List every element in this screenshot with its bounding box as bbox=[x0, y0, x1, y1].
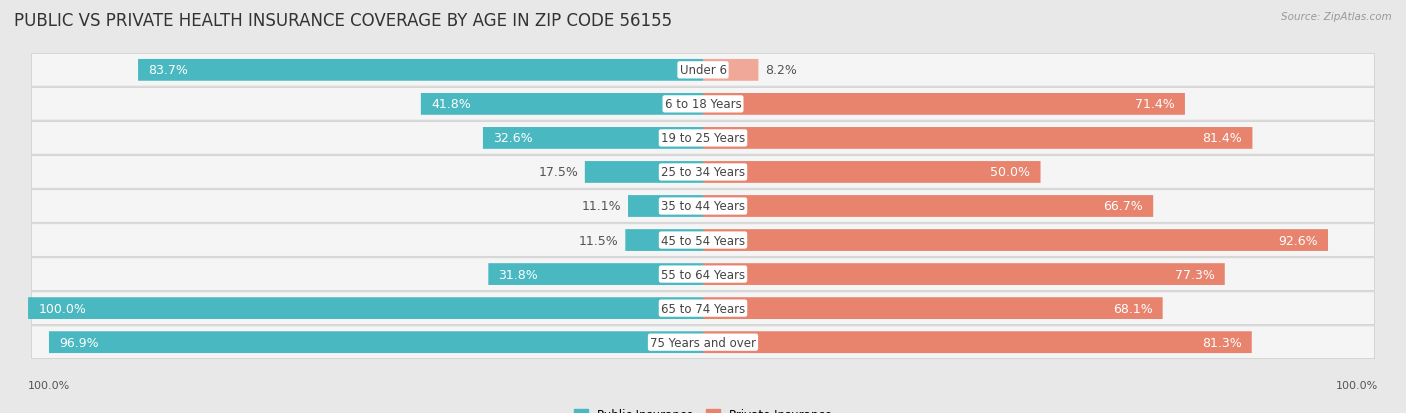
Text: 31.8%: 31.8% bbox=[499, 268, 538, 281]
Text: 6 to 18 Years: 6 to 18 Years bbox=[665, 98, 741, 111]
FancyBboxPatch shape bbox=[703, 128, 1253, 150]
FancyBboxPatch shape bbox=[703, 60, 758, 81]
FancyBboxPatch shape bbox=[31, 88, 1375, 121]
FancyBboxPatch shape bbox=[28, 297, 703, 319]
FancyBboxPatch shape bbox=[31, 122, 1375, 155]
Text: 66.7%: 66.7% bbox=[1104, 200, 1143, 213]
FancyBboxPatch shape bbox=[703, 230, 1329, 252]
FancyBboxPatch shape bbox=[482, 128, 703, 150]
Text: 96.9%: 96.9% bbox=[59, 336, 98, 349]
FancyBboxPatch shape bbox=[31, 55, 1375, 87]
FancyBboxPatch shape bbox=[49, 332, 703, 353]
FancyBboxPatch shape bbox=[138, 60, 703, 81]
Text: 17.5%: 17.5% bbox=[538, 166, 578, 179]
Text: 100.0%: 100.0% bbox=[28, 380, 70, 389]
Text: 100.0%: 100.0% bbox=[1336, 380, 1378, 389]
FancyBboxPatch shape bbox=[585, 161, 703, 183]
Text: 55 to 64 Years: 55 to 64 Years bbox=[661, 268, 745, 281]
FancyBboxPatch shape bbox=[31, 292, 1375, 325]
Text: 8.2%: 8.2% bbox=[765, 64, 797, 77]
FancyBboxPatch shape bbox=[420, 94, 703, 116]
Text: 25 to 34 Years: 25 to 34 Years bbox=[661, 166, 745, 179]
Text: Under 6: Under 6 bbox=[679, 64, 727, 77]
Text: 100.0%: 100.0% bbox=[38, 302, 86, 315]
Text: PUBLIC VS PRIVATE HEALTH INSURANCE COVERAGE BY AGE IN ZIP CODE 56155: PUBLIC VS PRIVATE HEALTH INSURANCE COVER… bbox=[14, 12, 672, 30]
FancyBboxPatch shape bbox=[703, 161, 1040, 183]
Text: 83.7%: 83.7% bbox=[148, 64, 188, 77]
Text: 45 to 54 Years: 45 to 54 Years bbox=[661, 234, 745, 247]
Text: 71.4%: 71.4% bbox=[1135, 98, 1175, 111]
Text: 19 to 25 Years: 19 to 25 Years bbox=[661, 132, 745, 145]
Text: 92.6%: 92.6% bbox=[1278, 234, 1317, 247]
Text: 65 to 74 Years: 65 to 74 Years bbox=[661, 302, 745, 315]
FancyBboxPatch shape bbox=[31, 156, 1375, 189]
Text: Source: ZipAtlas.com: Source: ZipAtlas.com bbox=[1281, 12, 1392, 22]
FancyBboxPatch shape bbox=[31, 326, 1375, 358]
Text: 35 to 44 Years: 35 to 44 Years bbox=[661, 200, 745, 213]
Text: 50.0%: 50.0% bbox=[990, 166, 1031, 179]
Text: 68.1%: 68.1% bbox=[1112, 302, 1153, 315]
FancyBboxPatch shape bbox=[31, 258, 1375, 291]
FancyBboxPatch shape bbox=[703, 94, 1185, 116]
Text: 11.5%: 11.5% bbox=[579, 234, 619, 247]
Text: 41.8%: 41.8% bbox=[432, 98, 471, 111]
FancyBboxPatch shape bbox=[488, 263, 703, 285]
FancyBboxPatch shape bbox=[703, 332, 1251, 353]
Text: 32.6%: 32.6% bbox=[494, 132, 533, 145]
Text: 77.3%: 77.3% bbox=[1174, 268, 1215, 281]
FancyBboxPatch shape bbox=[628, 196, 703, 217]
FancyBboxPatch shape bbox=[703, 196, 1153, 217]
FancyBboxPatch shape bbox=[626, 230, 703, 252]
Text: 81.3%: 81.3% bbox=[1202, 336, 1241, 349]
FancyBboxPatch shape bbox=[31, 224, 1375, 257]
Text: 81.4%: 81.4% bbox=[1202, 132, 1243, 145]
FancyBboxPatch shape bbox=[703, 297, 1163, 319]
Text: 75 Years and over: 75 Years and over bbox=[650, 336, 756, 349]
FancyBboxPatch shape bbox=[703, 263, 1225, 285]
FancyBboxPatch shape bbox=[31, 190, 1375, 223]
Legend: Public Insurance, Private Insurance: Public Insurance, Private Insurance bbox=[574, 408, 832, 413]
Text: 11.1%: 11.1% bbox=[582, 200, 621, 213]
